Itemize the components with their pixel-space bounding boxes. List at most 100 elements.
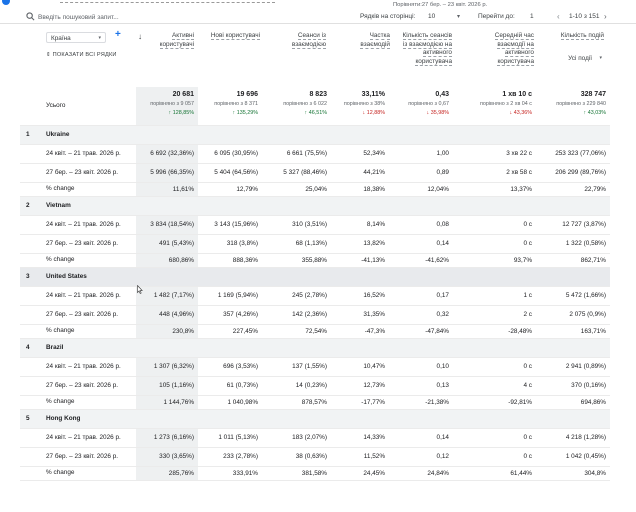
metric-cell: -28,48%: [453, 324, 536, 339]
column-header-engaged-sessions[interactable]: Сеанси із взаємодією: [291, 32, 326, 49]
metric-cell: 878,57%: [262, 395, 331, 410]
totals-cell: 33,11% порівняно з 38% ↓ 12,88%: [331, 87, 389, 126]
totals-compare: порівняно з 2 хв 04 с: [479, 101, 532, 107]
metric-cell: -41,13%: [331, 253, 389, 268]
metric-cell: 0,14: [389, 428, 453, 448]
chevron-down-icon[interactable]: ▾: [599, 55, 602, 61]
metric-cell: 16,52%: [331, 286, 389, 306]
metric-cell: 0,17: [389, 286, 453, 306]
previous-page-icon[interactable]: ‹: [557, 12, 560, 21]
row-cell: [262, 196, 331, 216]
column-header-engagement-rate[interactable]: Частка взаємодій: [360, 32, 390, 49]
pagination-range: 1-10 з 151: [569, 13, 600, 20]
row-index: [20, 163, 46, 183]
metric-cell: 13,82%: [331, 234, 389, 254]
totals-cell: 0,43 порівняно з 0,67 ↓ 35,98%: [389, 87, 453, 126]
metric-cell: 1 169 (5,94%): [198, 286, 262, 306]
change-label: % change: [46, 253, 136, 268]
metric-cell: 4 с: [453, 376, 536, 396]
metric-cell: 61 (0,73%): [198, 376, 262, 396]
totals-value: 8 823: [309, 91, 327, 98]
metric-cell: 0,08: [389, 215, 453, 235]
rows-per-page-label: Рядків на сторінці:: [360, 13, 416, 20]
period-label: 24 квіт. – 21 трав. 2026 р.: [46, 357, 136, 377]
column-header-event-count[interactable]: Кількість подій: [560, 32, 604, 40]
metric-cell: 0,12: [389, 447, 453, 467]
table-row[interactable]: 1 Ukraine: [20, 125, 610, 145]
mouse-cursor-icon: [137, 285, 143, 294]
sort-descending-icon[interactable]: ↓: [138, 32, 142, 41]
totals-value: 19 696: [236, 91, 258, 98]
add-dimension-button[interactable]: +: [115, 29, 121, 40]
country-name[interactable]: Vietnam: [46, 196, 136, 216]
period-row: 27 бер. – 23 квіт. 2026 р. 5 996 (66,35%)…: [20, 163, 610, 183]
row-index: [20, 428, 46, 448]
column-header-avg-engagement-time[interactable]: Середній час взаємодії на активного кори…: [494, 32, 534, 66]
metric-cell: 0 с: [453, 428, 536, 448]
metric-cell: 0,10: [389, 357, 453, 377]
period-label: 27 бер. – 23 квіт. 2026 р.: [46, 163, 136, 183]
country-name[interactable]: United States: [46, 267, 136, 287]
metric-cell: 6 661 (75,5%): [262, 144, 331, 164]
row-cell: [331, 409, 389, 429]
row-cell: [536, 409, 610, 429]
metric-cell: 0,89: [389, 163, 453, 183]
metric-cell: 2 хв 58 с: [453, 163, 536, 183]
chevron-down-icon[interactable]: ▾: [457, 14, 461, 20]
metric-cell: 24,45%: [331, 466, 389, 481]
metric-cell: 491 (5,43%): [136, 234, 198, 254]
dimension-select[interactable]: Країна ▾: [46, 32, 106, 43]
event-filter-select[interactable]: Усі події: [568, 55, 592, 62]
totals-cell: 1 хв 10 с порівняно з 2 хв 04 с ↓ 43,36%: [453, 87, 536, 126]
period-label: 24 квіт. – 21 трав. 2026 р.: [46, 428, 136, 448]
metric-cell: 12,04%: [389, 182, 453, 197]
period-label: 27 бер. – 23 квіт. 2026 р.: [46, 305, 136, 325]
metric-cell: 0,32: [389, 305, 453, 325]
row-index: [20, 144, 46, 164]
metric-cell: 206 299 (89,76%): [536, 163, 610, 183]
row-index: [20, 447, 46, 467]
metric-cell: 1 042 (0,45%): [536, 447, 610, 467]
totals-cell: 19 696 порівняно з 8 371 ↑ 135,29%: [198, 87, 262, 126]
table-row[interactable]: 3 United States: [20, 267, 610, 287]
metric-cell: 72,54%: [262, 324, 331, 339]
totals-value: 1 хв 10 с: [502, 91, 532, 98]
row-cell: [331, 196, 389, 216]
date-range-divider: [60, 2, 275, 3]
column-header-active-users[interactable]: Активні користувачі: [159, 32, 194, 49]
metric-cell: 1 273 (6,16%): [136, 428, 198, 448]
metric-cell: 5 472 (1,66%): [536, 286, 610, 306]
show-all-rows-button[interactable]: ⇕ ПОКАЗАТИ ВСІ РЯДКИ: [46, 52, 117, 58]
period-row: 27 бер. – 23 квіт. 2026 р. 330 (3,65%) 233…: [20, 447, 610, 467]
metric-cell: 370 (0,16%): [536, 376, 610, 396]
metric-cell: 183 (2,07%): [262, 428, 331, 448]
metric-cell: 888,36%: [198, 253, 262, 268]
metric-cell: 1 с: [453, 286, 536, 306]
row-index: 4: [20, 338, 46, 358]
table-row[interactable]: 5 Hong Kong: [20, 409, 610, 429]
metric-cell: 862,71%: [536, 253, 610, 268]
metric-cell: 11,52%: [331, 447, 389, 467]
rows-per-page-select[interactable]: 10: [428, 13, 436, 20]
table-row[interactable]: 4 Brazil: [20, 338, 610, 358]
country-name[interactable]: Ukraine: [46, 125, 136, 145]
column-header-new-users[interactable]: Нові користувачі: [210, 32, 260, 40]
metric-cell: 52,34%: [331, 144, 389, 164]
row-cell: [136, 338, 198, 358]
metric-cell: 137 (1,55%): [262, 357, 331, 377]
column-header-sessions-per-user[interactable]: Кількість сеансів із взаємодією на актив…: [402, 32, 452, 66]
country-name[interactable]: Brazil: [46, 338, 136, 358]
row-cell: [331, 338, 389, 358]
goto-page-input[interactable]: 1: [530, 13, 534, 20]
totals-change: ↑ 46,51%: [304, 110, 327, 116]
row-index: [20, 286, 46, 306]
metric-cell: -92,81%: [453, 395, 536, 410]
search-input[interactable]: [38, 12, 178, 22]
country-name[interactable]: Hong Kong: [46, 409, 136, 429]
next-page-icon[interactable]: ›: [604, 12, 607, 21]
row-cell: [453, 125, 536, 145]
metric-cell: 5 327 (88,46%): [262, 163, 331, 183]
row-cell: [389, 196, 453, 216]
table-row[interactable]: 2 Vietnam: [20, 196, 610, 216]
row-cell: [536, 267, 610, 287]
